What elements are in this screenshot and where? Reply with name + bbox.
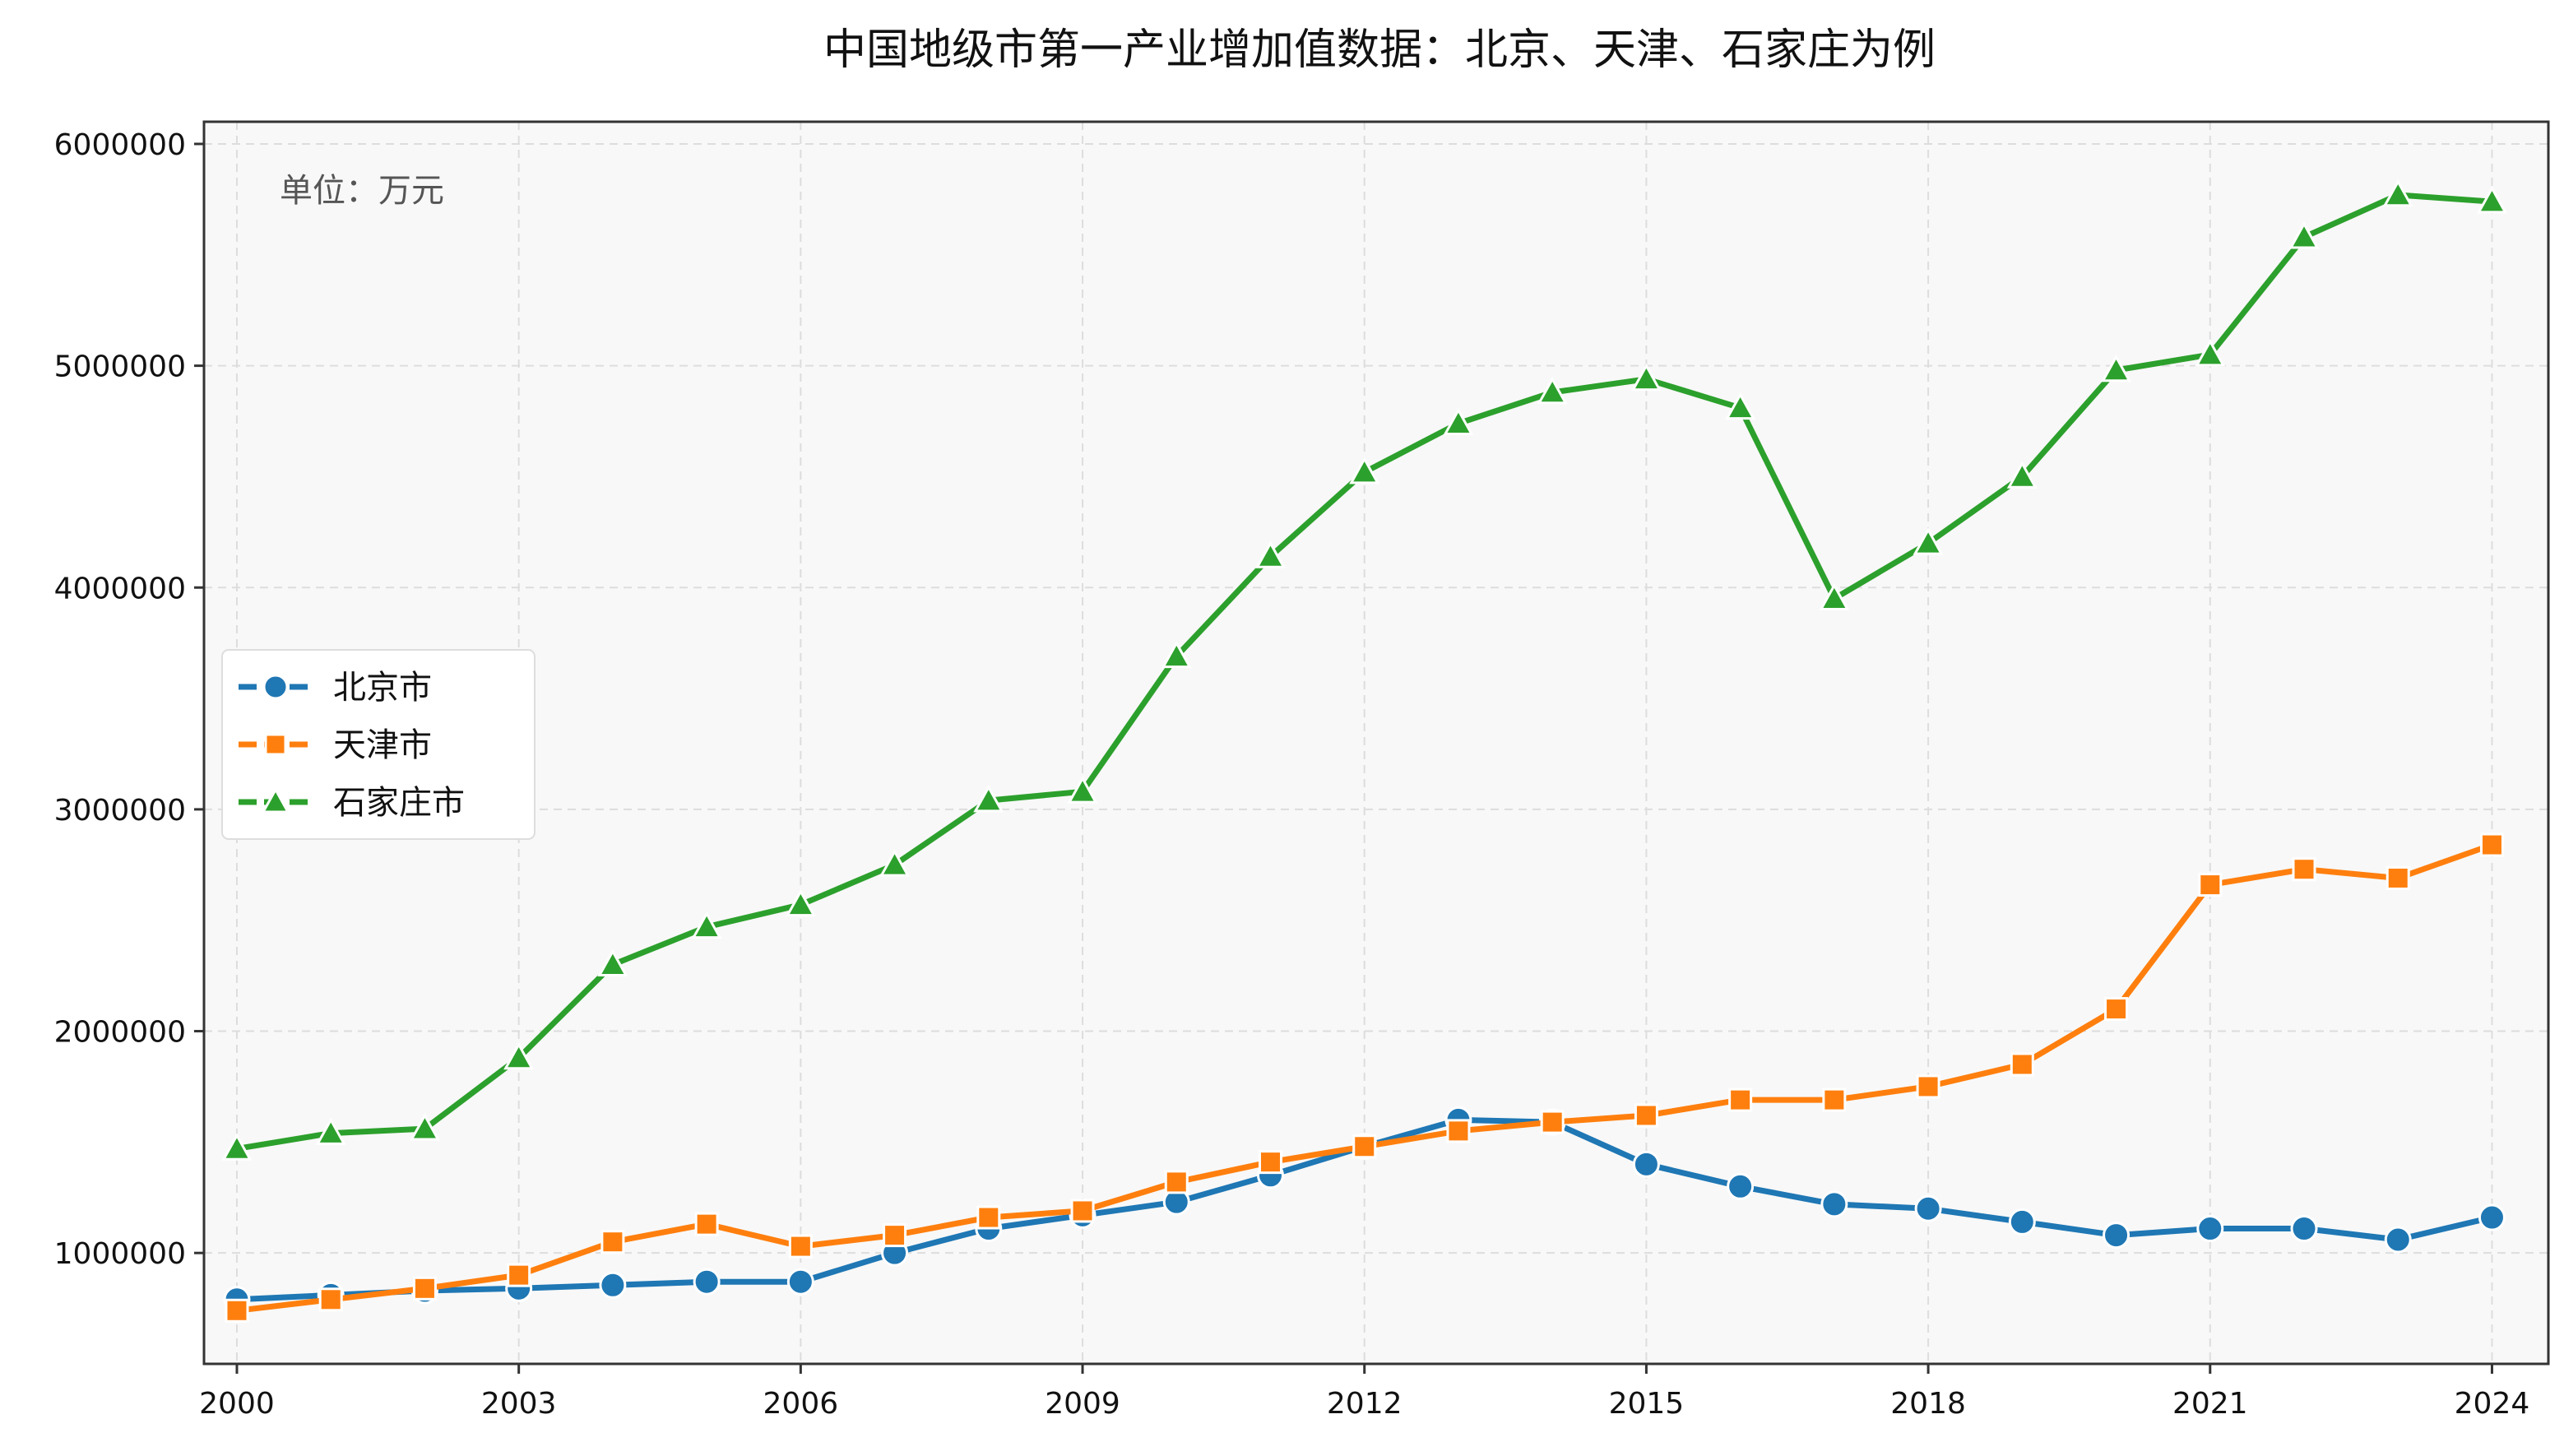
plot-area	[204, 122, 2548, 1364]
y-tick-label: 5000000	[54, 350, 186, 384]
data-point	[2478, 1203, 2506, 1231]
data-point	[1443, 407, 1474, 436]
data-point	[2103, 1222, 2130, 1250]
x-tick-label: 2006	[763, 1387, 839, 1421]
data-point	[785, 888, 816, 917]
data-point	[2382, 179, 2413, 207]
data-point	[1819, 582, 1850, 611]
data-point	[1727, 1172, 1755, 1200]
data-point	[1537, 376, 1568, 405]
data-point	[2385, 865, 2410, 890]
data-point	[2196, 1215, 2224, 1243]
data-point	[1728, 1087, 1753, 1112]
y-axis: 1000000 2000000 3000000 4000000 5000000 60000…	[54, 128, 204, 1271]
data-point	[2292, 857, 2316, 882]
legend-label: 北京市	[333, 669, 432, 707]
data-point	[1913, 527, 1944, 555]
legend-label: 石家庄市	[333, 784, 465, 822]
x-tick-label: 2003	[481, 1387, 557, 1421]
data-point	[786, 1268, 814, 1296]
data-point	[2104, 997, 2129, 1022]
y-tick-label: 6000000	[54, 128, 186, 162]
legend-box	[221, 649, 536, 840]
data-point	[1916, 1074, 1940, 1099]
x-tick-label: 2015	[1609, 1387, 1685, 1421]
data-point	[2195, 339, 2226, 367]
series-group	[221, 179, 2508, 1323]
data-point	[1258, 1150, 1282, 1175]
data-point	[879, 849, 911, 877]
data-point	[1161, 640, 1192, 669]
data-point	[315, 1117, 346, 1145]
data-point	[1632, 1150, 1660, 1178]
legend-marker	[262, 674, 289, 700]
unit-note: 单位：万元	[280, 172, 444, 210]
y-tick-label: 1000000	[54, 1237, 186, 1271]
data-point	[2384, 1226, 2412, 1254]
x-tick-label: 2021	[2172, 1387, 2248, 1421]
data-point	[600, 1230, 625, 1254]
data-point	[2006, 461, 2038, 489]
legend-marker	[261, 786, 290, 814]
data-point	[597, 948, 628, 976]
data-point	[1349, 456, 1380, 485]
data-point	[1164, 1170, 1189, 1194]
data-point	[883, 1223, 907, 1248]
series-3	[221, 179, 2508, 1161]
x-tick-label: 2024	[2455, 1387, 2530, 1421]
data-point	[503, 1041, 535, 1070]
plot-frame	[202, 120, 2550, 1366]
data-point	[225, 1298, 249, 1323]
data-point	[1540, 1110, 1565, 1134]
data-point	[788, 1234, 813, 1259]
x-tick-label: 2012	[1327, 1387, 1403, 1421]
data-point	[1634, 1103, 1658, 1128]
data-point	[973, 785, 1004, 813]
data-point	[1822, 1087, 1847, 1112]
x-tick-label: 2009	[1045, 1387, 1120, 1421]
data-point	[691, 911, 722, 939]
data-point	[694, 1212, 719, 1236]
data-point	[1070, 1199, 1095, 1223]
data-point	[2008, 1208, 2036, 1236]
series-2	[225, 832, 2504, 1323]
data-point	[2476, 185, 2508, 214]
data-point	[599, 1271, 627, 1299]
data-point	[1446, 1119, 1471, 1143]
data-point	[1630, 363, 1662, 392]
data-point	[1914, 1194, 1942, 1222]
legend-label: 天津市	[333, 726, 432, 764]
data-point	[318, 1287, 343, 1312]
data-point	[693, 1268, 721, 1296]
data-point	[2100, 354, 2132, 383]
data-point	[1725, 392, 1756, 420]
data-point	[2290, 1215, 2318, 1243]
data-point	[2288, 221, 2320, 249]
y-tick-label: 3000000	[54, 794, 186, 828]
data-point	[412, 1276, 437, 1301]
data-point	[2010, 1052, 2034, 1077]
data-point	[409, 1113, 440, 1141]
data-point	[507, 1263, 531, 1287]
data-point	[1352, 1134, 1377, 1159]
data-point	[976, 1205, 1001, 1230]
legend-marker	[264, 733, 287, 756]
y-tick-label: 2000000	[54, 1016, 186, 1050]
x-axis: 2000 2003 2006 2009 2012 2015 2018 2021 2024	[199, 1364, 2529, 1421]
x-tick-label: 2000	[199, 1387, 275, 1421]
data-point	[1254, 540, 1287, 568]
data-point	[221, 1133, 253, 1161]
data-point	[2479, 832, 2504, 857]
data-point	[1067, 776, 1098, 804]
chart-title: 中国地级市第一产业增加值数据：北京、天津、石家庄为例	[823, 26, 1936, 75]
data-point	[2198, 873, 2223, 897]
data-point	[1820, 1190, 1848, 1218]
x-tick-label: 2018	[1890, 1387, 1966, 1421]
y-tick-label: 4000000	[54, 572, 186, 605]
